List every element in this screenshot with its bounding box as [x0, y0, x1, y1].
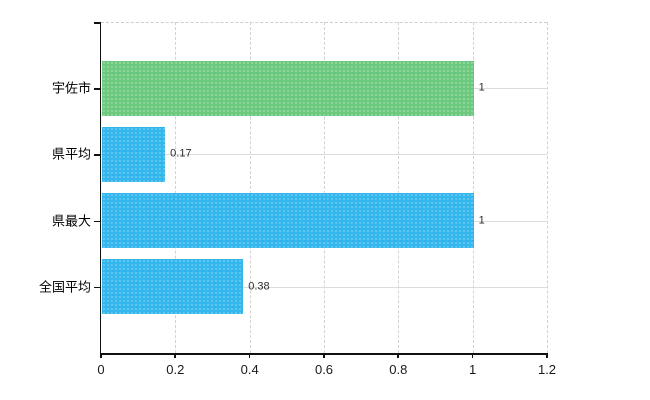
x-tick-label: 1.2	[537, 362, 557, 377]
vertical-gridline	[547, 22, 548, 353]
bar	[102, 193, 474, 249]
horizontal-gridline	[101, 154, 547, 156]
y-axis-line	[99, 22, 101, 354]
category-label: 宇佐市	[51, 80, 91, 96]
y-axis-tick	[93, 286, 100, 289]
x-tick-label: 0.2	[166, 362, 185, 377]
bar	[102, 126, 166, 182]
category-label: 全国平均	[38, 279, 91, 295]
bar-value-label: 0.38	[248, 280, 270, 293]
bar-value-label: 1	[478, 214, 485, 227]
x-axis-tick	[546, 353, 548, 358]
x-axis-tick	[100, 353, 102, 358]
x-tick-label: 0	[97, 362, 105, 377]
y-axis-tick	[93, 88, 100, 90]
vertical-gridline	[175, 22, 177, 353]
vertical-gridline	[249, 22, 251, 353]
x-axis-tick	[397, 353, 399, 358]
vertical-gridline	[398, 22, 400, 353]
x-tick-label: 0.6	[314, 362, 334, 377]
x-tick-label: 0.8	[389, 362, 408, 377]
y-axis-tick	[93, 22, 100, 24]
y-axis-tick	[93, 220, 100, 223]
x-tick-label: 1	[469, 362, 477, 377]
category-label: 県平均	[51, 146, 91, 162]
bar-value-label: 1	[478, 81, 485, 94]
y-axis-tick	[93, 154, 100, 156]
x-axis-tick	[471, 353, 474, 358]
bar	[102, 259, 244, 315]
bar-value-label: 0.17	[170, 147, 192, 160]
x-axis-tick	[248, 353, 251, 358]
x-tick-label: 0.4	[240, 362, 259, 377]
vertical-gridline	[472, 22, 474, 353]
category-label: 県最大	[51, 213, 91, 229]
x-axis-tick	[174, 353, 176, 358]
vertical-gridline	[324, 22, 325, 353]
x-axis-tick	[323, 353, 325, 358]
horizontal-gridline	[101, 286, 547, 288]
bar	[102, 60, 474, 116]
plot-area: 1 0.17 1 0.38	[101, 22, 548, 353]
